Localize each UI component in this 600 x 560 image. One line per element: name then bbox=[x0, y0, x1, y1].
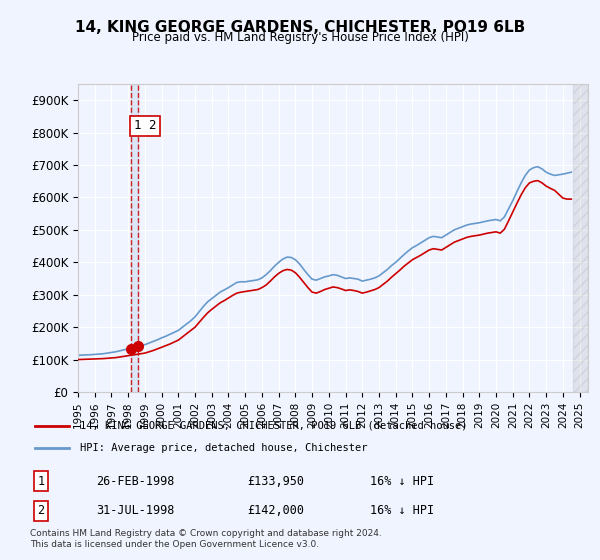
Bar bbox=[573, 84, 588, 392]
Text: 14, KING GEORGE GARDENS, CHICHESTER, PO19 6LB (detached house): 14, KING GEORGE GARDENS, CHICHESTER, PO1… bbox=[80, 421, 467, 431]
Text: 16% ↓ HPI: 16% ↓ HPI bbox=[370, 475, 434, 488]
Text: £142,000: £142,000 bbox=[247, 504, 304, 517]
Text: 2: 2 bbox=[37, 504, 44, 517]
Text: 16% ↓ HPI: 16% ↓ HPI bbox=[370, 504, 434, 517]
Text: Price paid vs. HM Land Registry's House Price Index (HPI): Price paid vs. HM Land Registry's House … bbox=[131, 31, 469, 44]
Text: £133,950: £133,950 bbox=[247, 475, 304, 488]
Bar bbox=[131, 84, 138, 392]
Text: 31-JUL-1998: 31-JUL-1998 bbox=[97, 504, 175, 517]
Text: Contains HM Land Registry data © Crown copyright and database right 2024.
This d: Contains HM Land Registry data © Crown c… bbox=[30, 529, 382, 549]
Text: 1: 1 bbox=[37, 475, 44, 488]
Text: 1 2: 1 2 bbox=[134, 119, 157, 132]
Text: HPI: Average price, detached house, Chichester: HPI: Average price, detached house, Chic… bbox=[80, 443, 367, 453]
Text: 26-FEB-1998: 26-FEB-1998 bbox=[97, 475, 175, 488]
Text: 14, KING GEORGE GARDENS, CHICHESTER, PO19 6LB: 14, KING GEORGE GARDENS, CHICHESTER, PO1… bbox=[75, 20, 525, 35]
